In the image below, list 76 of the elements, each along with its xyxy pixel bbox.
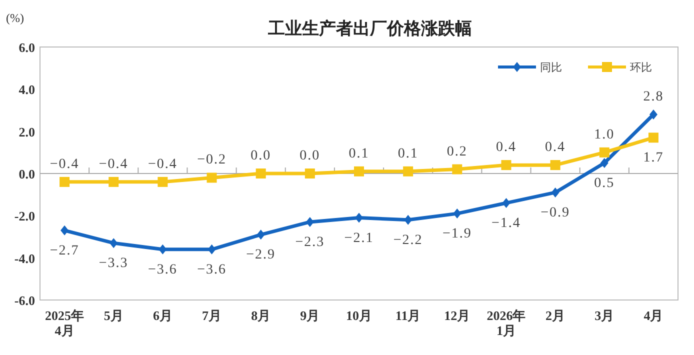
y-tick-label: -4.0 xyxy=(14,250,35,266)
data-label: −0.9 xyxy=(540,205,570,220)
chart-title: 工业生产者出厂价格涨跌幅 xyxy=(267,19,472,39)
data-label: −3.6 xyxy=(148,262,178,278)
data-label: −1.9 xyxy=(442,226,472,242)
y-tick-label: 4.0 xyxy=(18,82,35,98)
x-tick-label: 2025年 4月 xyxy=(45,308,84,338)
y-tick-label: 0.0 xyxy=(18,166,35,182)
data-label: 1.0 xyxy=(594,127,615,142)
x-tick-label: 10月 xyxy=(346,308,372,323)
data-label: −2.1 xyxy=(344,230,374,246)
data-label: −0.4 xyxy=(98,156,128,172)
data-label: −2.3 xyxy=(295,234,325,250)
data-label: −0.4 xyxy=(148,156,178,172)
x-tick-label: 9月 xyxy=(300,308,320,323)
point xyxy=(403,166,414,176)
x-tick-label: 4月 xyxy=(644,308,664,323)
data-label: −0.4 xyxy=(50,156,80,172)
point xyxy=(502,198,510,208)
x-tick-label: 5月 xyxy=(104,308,124,323)
point xyxy=(110,238,118,248)
point xyxy=(551,187,560,198)
data-label: 0.0 xyxy=(250,148,272,164)
legend-label: 环比 xyxy=(630,61,652,74)
data-label: −2.9 xyxy=(246,248,276,263)
data-label: 0.2 xyxy=(446,144,468,160)
x-tick-label: 6月 xyxy=(152,308,172,323)
data-label: 2.8 xyxy=(643,89,664,104)
point xyxy=(158,244,167,254)
point xyxy=(206,172,217,183)
point xyxy=(108,176,119,187)
point xyxy=(550,160,560,170)
data-label: −1.4 xyxy=(492,216,521,232)
point xyxy=(599,147,610,158)
x-tick-label: 8月 xyxy=(251,308,271,323)
data-label: −3.6 xyxy=(197,262,226,278)
data-label: 0.4 xyxy=(545,140,566,156)
y-tick-label: 2.0 xyxy=(18,124,35,140)
x-tick-label: 11月 xyxy=(395,308,421,323)
point xyxy=(648,132,658,143)
x-tick-label: 2026年 1月 xyxy=(486,308,526,338)
y-tick-label: -6.0 xyxy=(14,293,35,308)
point xyxy=(60,225,69,236)
point xyxy=(208,244,216,254)
point xyxy=(452,164,462,174)
point xyxy=(501,160,512,170)
point xyxy=(355,212,363,223)
x-tick-label: 12月 xyxy=(444,308,470,323)
point xyxy=(256,230,265,240)
y-axis-title: (%) xyxy=(6,11,24,25)
data-label: 0.1 xyxy=(398,146,418,162)
data-label: −2.7 xyxy=(50,243,80,258)
x-tick-label: 2月 xyxy=(546,308,566,323)
point xyxy=(158,176,168,187)
point xyxy=(306,216,314,227)
point xyxy=(404,214,412,225)
data-label: 0.1 xyxy=(348,146,370,162)
data-label: 1.7 xyxy=(643,150,664,166)
y-tick-label: -2.0 xyxy=(14,208,35,224)
data-label: 0.4 xyxy=(496,140,516,156)
y-tick-label: 6.0 xyxy=(18,40,35,55)
data-label: 0.0 xyxy=(300,148,320,164)
point xyxy=(60,176,70,187)
x-tick-label: 7月 xyxy=(202,308,222,323)
point xyxy=(600,158,608,168)
data-label: −3.3 xyxy=(98,256,128,272)
data-label: 0.5 xyxy=(594,176,615,191)
point xyxy=(354,166,364,176)
point xyxy=(649,109,658,120)
data-label: −2.2 xyxy=(393,232,423,248)
legend-label: 同比 xyxy=(540,61,562,74)
point xyxy=(256,168,266,178)
data-label: −0.2 xyxy=(197,152,226,168)
x-tick-label: 3月 xyxy=(594,308,614,323)
point xyxy=(304,168,315,178)
point xyxy=(453,208,462,219)
